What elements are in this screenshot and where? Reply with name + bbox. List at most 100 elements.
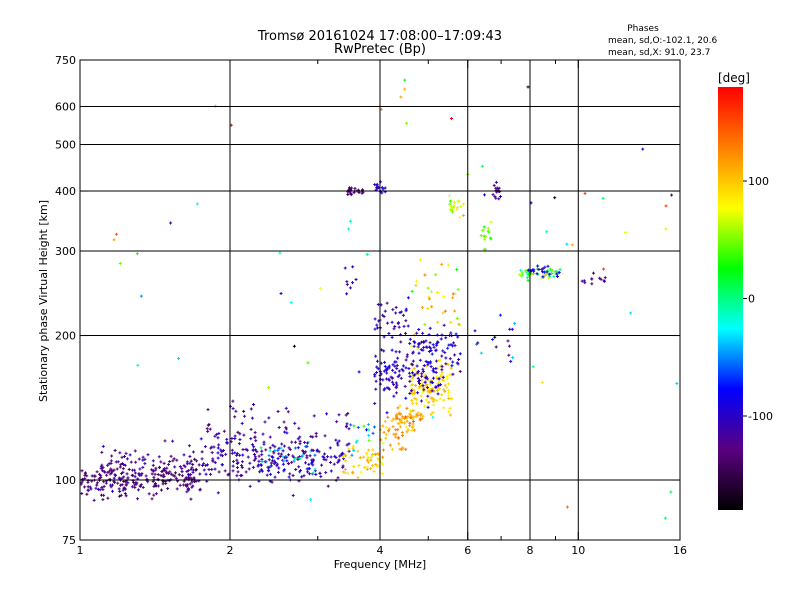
data-point: [517, 273, 521, 277]
data-point: [182, 453, 186, 457]
data-point: [267, 458, 271, 462]
data-point: [267, 466, 271, 470]
data-point: [375, 323, 379, 327]
data-point: [440, 378, 444, 382]
data-point: [526, 268, 530, 272]
data-point: [345, 292, 349, 296]
data-point: [169, 454, 173, 458]
data-point: [80, 480, 84, 484]
data-point: [366, 456, 370, 460]
data-point: [399, 95, 403, 99]
data-point: [427, 295, 431, 299]
data-point: [381, 378, 385, 382]
data-point: [424, 359, 428, 363]
data-point: [298, 442, 302, 446]
data-point: [440, 393, 444, 397]
data-point: [350, 453, 354, 457]
data-point: [422, 364, 426, 368]
data-point: [240, 464, 244, 468]
data-point: [412, 366, 416, 370]
data-point: [396, 422, 400, 426]
data-point: [137, 457, 141, 461]
data-point: [385, 377, 389, 381]
data-point: [195, 202, 199, 206]
data-point: [436, 392, 440, 396]
data-point: [565, 505, 569, 509]
data-point: [394, 350, 398, 354]
data-point: [351, 281, 355, 285]
colorbar-tick-label: 0: [748, 293, 755, 306]
data-point: [187, 444, 191, 448]
data-point: [346, 411, 350, 415]
data-point: [279, 452, 283, 456]
data-point: [282, 420, 286, 424]
data-point: [422, 345, 426, 349]
data-point: [476, 341, 480, 345]
data-point: [345, 280, 349, 284]
data-point: [531, 365, 535, 369]
data-point: [389, 375, 393, 379]
x-tick-label: 1: [77, 544, 84, 557]
data-point: [282, 459, 286, 463]
data-point: [429, 365, 433, 369]
data-point: [182, 483, 186, 487]
data-point: [133, 449, 137, 453]
data-point: [186, 487, 190, 491]
data-point: [404, 331, 408, 335]
data-point: [399, 376, 403, 380]
data-point: [308, 454, 312, 458]
data-point: [343, 266, 347, 270]
data-point: [434, 385, 438, 389]
y-tick-label: 75: [62, 534, 76, 547]
data-point: [235, 458, 239, 462]
data-point: [426, 286, 430, 290]
data-point: [582, 279, 586, 283]
data-point: [268, 446, 272, 450]
data-point: [332, 462, 336, 466]
data-point: [122, 475, 126, 479]
data-point: [121, 470, 125, 474]
data-point: [440, 368, 444, 372]
data-point: [400, 431, 404, 435]
data-point: [237, 442, 241, 446]
data-point: [345, 282, 349, 286]
data-point: [141, 485, 145, 489]
data-point: [494, 345, 498, 349]
data-point: [396, 375, 400, 379]
data-point: [416, 345, 420, 349]
data-point: [177, 473, 181, 477]
data-point: [390, 419, 394, 423]
data-point: [246, 455, 250, 459]
data-point: [143, 457, 147, 461]
data-point: [260, 468, 264, 472]
data-point: [545, 230, 549, 234]
data-point: [435, 399, 439, 403]
data-point: [253, 431, 257, 435]
data-point: [415, 331, 419, 335]
data-point: [157, 455, 161, 459]
data-point: [286, 410, 290, 414]
data-point: [317, 450, 321, 454]
data-point: [384, 426, 388, 430]
data-point: [236, 466, 240, 470]
data-point: [354, 440, 358, 444]
data-point: [557, 271, 561, 275]
data-point: [447, 388, 451, 392]
data-point: [513, 321, 517, 325]
data-point: [358, 456, 362, 460]
data-point: [180, 470, 184, 474]
data-point: [121, 467, 125, 471]
data-point: [424, 398, 428, 402]
data-point: [404, 425, 408, 429]
data-point: [449, 413, 453, 417]
data-point: [417, 342, 421, 346]
data-point: [287, 453, 291, 457]
data-point: [259, 463, 263, 467]
data-point: [136, 488, 140, 492]
data-point: [405, 353, 409, 357]
data-point: [305, 441, 309, 445]
data-point: [421, 414, 425, 418]
data-point: [101, 498, 105, 502]
data-point: [444, 356, 448, 360]
data-point: [372, 469, 376, 473]
